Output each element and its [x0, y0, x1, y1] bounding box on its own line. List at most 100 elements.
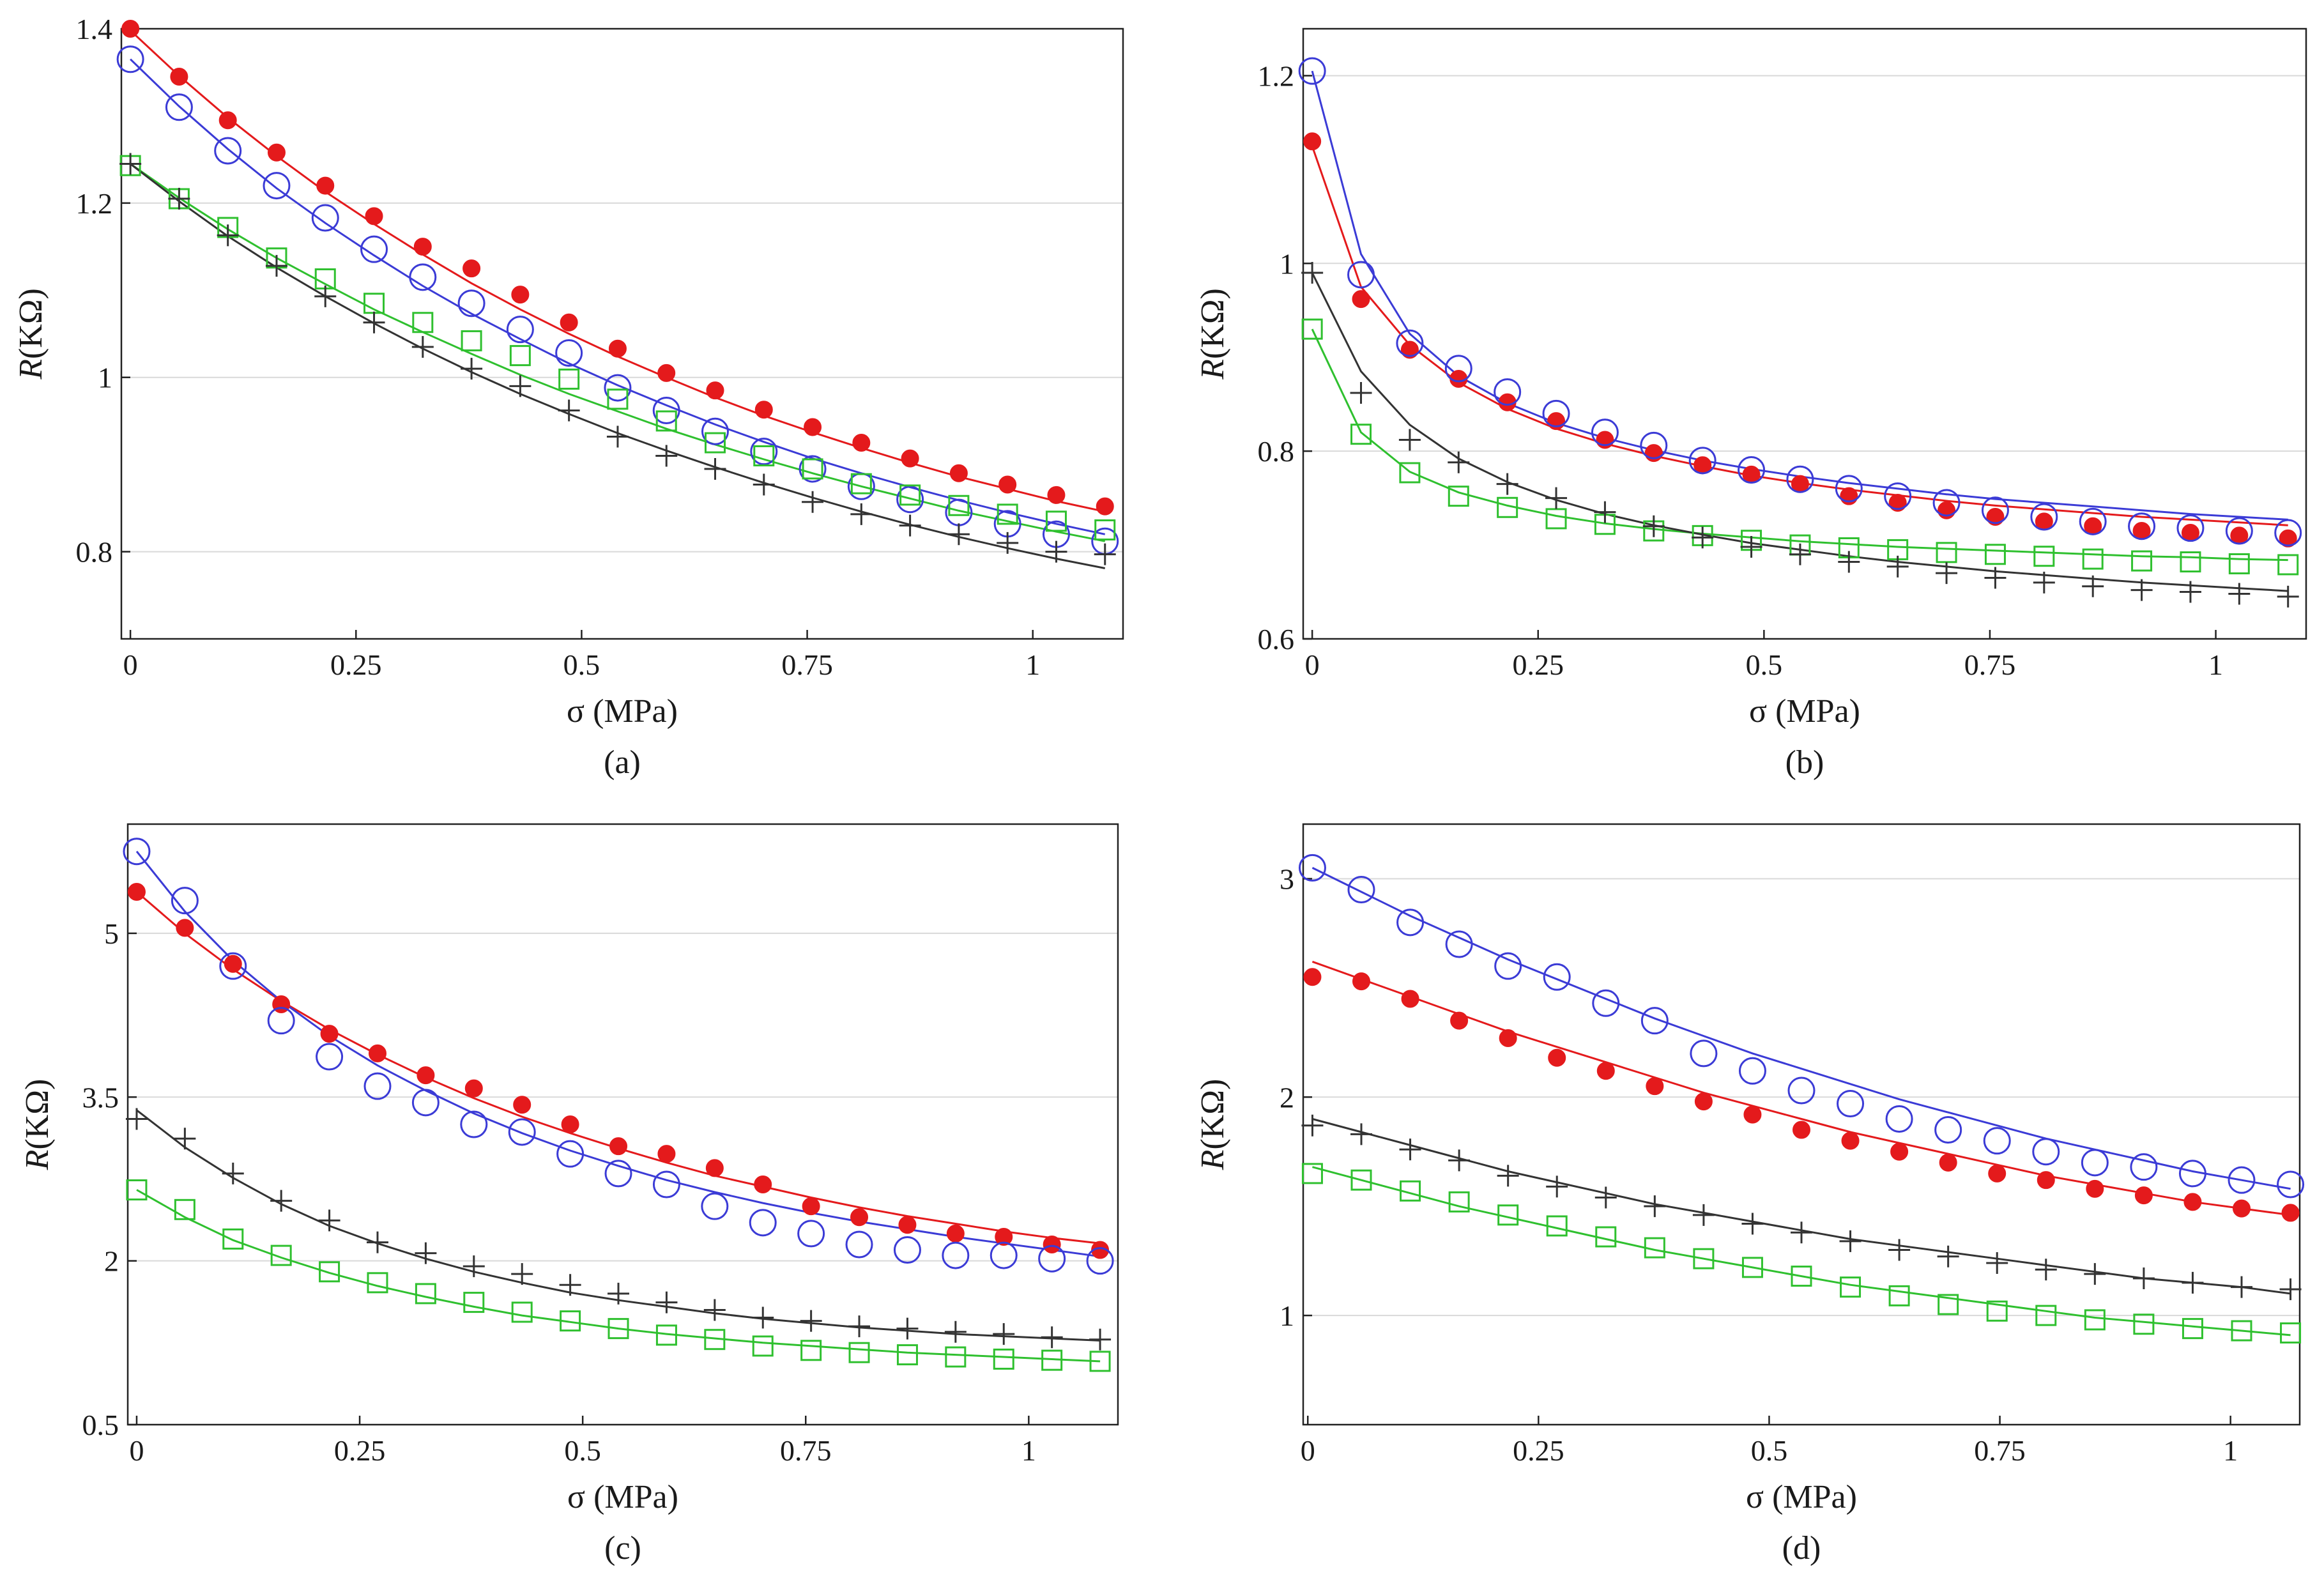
marker-black — [1496, 473, 1518, 495]
marker-black — [119, 153, 142, 175]
x-tick-label: 0.75 — [781, 648, 833, 681]
marker-blue — [1591, 418, 1619, 447]
x-tick-label: 1 — [1021, 1434, 1036, 1467]
marker-blue — [316, 1043, 344, 1071]
marker-green — [2082, 548, 2104, 570]
axes-frame — [126, 823, 1119, 1426]
marker-green — [945, 1346, 967, 1368]
marker-blue — [506, 316, 534, 344]
marker-red — [2086, 1179, 2104, 1198]
marker-red — [898, 1216, 917, 1234]
panel-caption: (d) — [1782, 1530, 1821, 1566]
marker-black — [1301, 1114, 1324, 1137]
marker-black — [1045, 540, 1067, 563]
y-tick-label: 1 — [98, 362, 112, 394]
marker-green — [1400, 1180, 1421, 1202]
marker-blue — [604, 374, 632, 402]
marker-black — [2084, 1263, 2106, 1285]
marker-green — [2133, 1313, 2155, 1335]
marker-green — [126, 1179, 148, 1201]
marker-blue — [942, 1241, 970, 1269]
marker-black — [1740, 536, 1762, 558]
marker-blue — [2225, 517, 2253, 545]
marker-black — [2082, 575, 2104, 597]
axes-frame — [120, 27, 1124, 640]
marker-blue — [1934, 1116, 1962, 1144]
marker-green — [2035, 1305, 2057, 1326]
marker-red — [1939, 1153, 1957, 1172]
marker-blue — [893, 1236, 921, 1264]
marker-black — [899, 514, 921, 537]
marker-green — [704, 1329, 726, 1351]
fit-line-black — [1311, 272, 2288, 592]
marker-red — [1400, 341, 1419, 359]
marker-green — [1938, 1294, 1959, 1315]
marker-black — [1497, 1165, 1519, 1187]
axes-frame — [1302, 823, 2301, 1426]
marker-green — [1693, 1248, 1715, 1269]
marker-blue — [1640, 431, 1668, 459]
fit-line-green — [130, 163, 1105, 542]
marker-black — [1594, 501, 1616, 523]
marker-black — [509, 375, 531, 397]
marker-black — [1041, 1326, 1063, 1349]
marker-blue — [219, 952, 247, 980]
marker-green — [1888, 1285, 1910, 1306]
marker-blue — [1837, 1090, 1865, 1118]
marker-blue — [2128, 512, 2156, 540]
marker-green — [1595, 1226, 1617, 1248]
marker-green — [1986, 1300, 2008, 1322]
marker-red — [413, 238, 432, 256]
x-tick-label: 0.25 — [330, 648, 382, 681]
marker-green — [2228, 553, 2250, 574]
marker-green — [1301, 318, 1323, 340]
marker-red — [560, 313, 578, 332]
marker-red — [417, 1066, 435, 1085]
marker-blue — [701, 417, 729, 445]
marker-red — [1047, 486, 1066, 504]
marker-blue — [604, 1160, 632, 1188]
marker-green — [558, 368, 580, 390]
marker-green — [1448, 1191, 1470, 1213]
marker-red — [464, 1079, 483, 1098]
marker-blue — [749, 1209, 777, 1237]
marker-blue — [2176, 514, 2205, 542]
y-tick-label: 0.8 — [1258, 435, 1295, 468]
marker-green — [753, 445, 775, 466]
y-axis-symbol: R — [13, 359, 49, 380]
marker-black — [125, 1108, 148, 1130]
marker-black — [217, 224, 239, 247]
marker-blue — [1884, 482, 1912, 510]
marker-red — [657, 364, 676, 382]
marker-blue — [171, 887, 199, 915]
marker-red — [1303, 132, 1322, 151]
marker-black — [944, 1321, 967, 1343]
marker-red — [1890, 1142, 1909, 1161]
marker-green — [848, 1342, 870, 1363]
marker-blue — [555, 339, 583, 367]
marker-red — [608, 339, 627, 358]
marker-red — [2233, 1199, 2251, 1218]
marker-green — [802, 458, 823, 480]
y-axis-unit: (KΩ) — [1195, 288, 1231, 359]
marker-black — [850, 503, 873, 525]
marker-green — [412, 312, 434, 333]
y-axis-label: R(KΩ) — [19, 1079, 56, 1171]
marker-blue — [311, 204, 339, 232]
marker-red — [513, 1096, 531, 1114]
marker-red — [1793, 1121, 1810, 1139]
marker-green — [463, 1292, 485, 1313]
marker-red — [1096, 497, 1114, 516]
marker-black — [411, 335, 434, 358]
marker-blue — [1786, 465, 1814, 493]
marker-green — [270, 1244, 292, 1266]
marker-blue — [990, 1241, 1018, 1269]
marker-black — [1594, 1186, 1617, 1209]
marker-red — [754, 401, 773, 419]
marker-blue — [1298, 854, 1326, 882]
marker-green — [174, 1198, 195, 1220]
marker-black — [1350, 1123, 1372, 1145]
marker-blue — [1396, 329, 1424, 357]
marker-blue — [1690, 1039, 1718, 1068]
